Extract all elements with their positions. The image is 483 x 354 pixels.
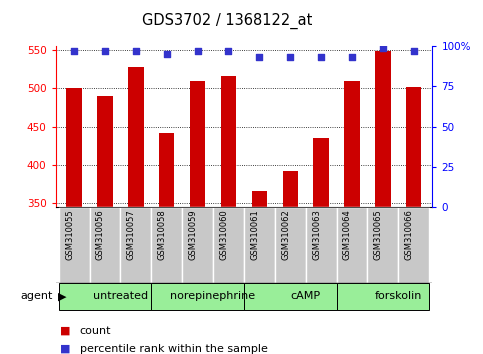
Point xyxy=(317,55,325,60)
Point xyxy=(70,48,78,54)
Text: ■: ■ xyxy=(60,344,71,354)
Point xyxy=(163,51,170,57)
Bar xyxy=(344,80,360,207)
Bar xyxy=(275,207,306,283)
Bar xyxy=(221,76,236,207)
Text: GSM310060: GSM310060 xyxy=(219,209,228,260)
Bar xyxy=(151,283,244,310)
Bar xyxy=(120,207,151,283)
Bar xyxy=(97,96,113,207)
Point xyxy=(132,48,140,54)
Bar xyxy=(182,207,213,283)
Text: GSM310058: GSM310058 xyxy=(158,209,167,260)
Bar xyxy=(128,68,143,207)
Text: GSM310057: GSM310057 xyxy=(127,209,136,260)
Bar xyxy=(313,138,329,207)
Bar xyxy=(375,51,391,207)
Point xyxy=(101,48,109,54)
Bar xyxy=(337,207,368,283)
Point xyxy=(348,55,356,60)
Point xyxy=(225,48,232,54)
Bar xyxy=(368,207,398,283)
Point xyxy=(286,55,294,60)
Text: GSM310064: GSM310064 xyxy=(343,209,352,260)
Text: untreated: untreated xyxy=(93,291,148,302)
Bar xyxy=(58,207,89,283)
Text: GSM310065: GSM310065 xyxy=(374,209,383,260)
Text: GSM310056: GSM310056 xyxy=(96,209,105,260)
Text: percentile rank within the sample: percentile rank within the sample xyxy=(80,344,268,354)
Point xyxy=(379,45,387,51)
Point xyxy=(194,48,201,54)
Text: GSM310066: GSM310066 xyxy=(405,209,414,260)
Text: forskolin: forskolin xyxy=(375,291,422,302)
Text: GSM310061: GSM310061 xyxy=(250,209,259,260)
Text: GSM310055: GSM310055 xyxy=(65,209,74,260)
Text: agent: agent xyxy=(21,291,53,302)
Point xyxy=(410,48,418,54)
Bar xyxy=(190,80,205,207)
Bar xyxy=(89,207,120,283)
Bar xyxy=(306,207,337,283)
Text: GSM310059: GSM310059 xyxy=(188,209,198,260)
Text: GSM310062: GSM310062 xyxy=(281,209,290,260)
Text: ■: ■ xyxy=(60,326,71,336)
Bar xyxy=(398,207,429,283)
Text: norepinephrine: norepinephrine xyxy=(170,291,256,302)
Bar xyxy=(244,207,275,283)
Text: GDS3702 / 1368122_at: GDS3702 / 1368122_at xyxy=(142,12,312,29)
Bar xyxy=(337,283,429,310)
Text: cAMP: cAMP xyxy=(291,291,321,302)
Bar xyxy=(66,88,82,207)
Bar xyxy=(58,283,151,310)
Text: count: count xyxy=(80,326,111,336)
Point xyxy=(256,55,263,60)
Text: ▶: ▶ xyxy=(58,291,67,302)
Bar xyxy=(406,87,422,207)
Bar xyxy=(159,133,174,207)
Bar xyxy=(244,283,337,310)
Bar xyxy=(213,207,244,283)
Text: GSM310063: GSM310063 xyxy=(312,209,321,260)
Bar xyxy=(283,171,298,207)
Bar xyxy=(151,207,182,283)
Bar xyxy=(252,191,267,207)
